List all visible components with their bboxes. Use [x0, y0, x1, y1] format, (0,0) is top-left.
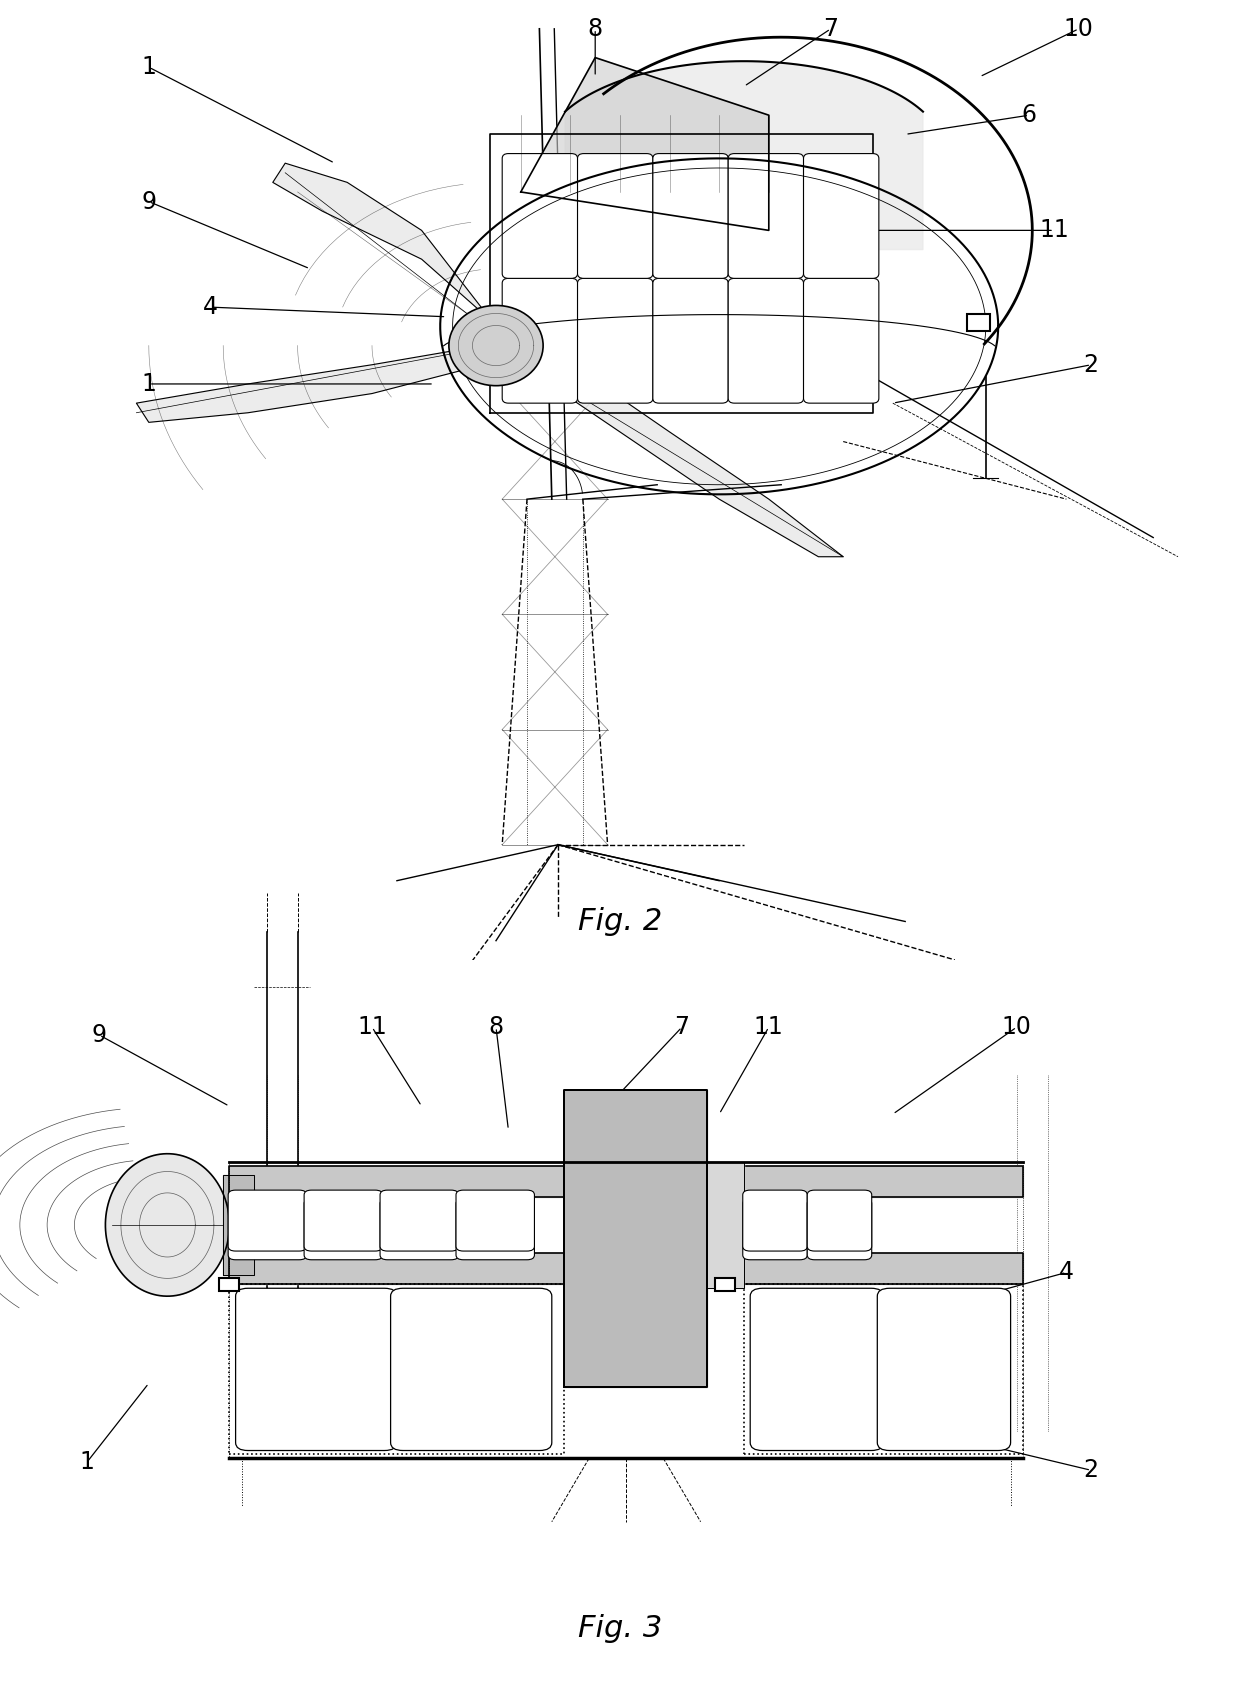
Polygon shape	[707, 1162, 744, 1288]
FancyBboxPatch shape	[379, 1191, 459, 1251]
Text: Fig. 3: Fig. 3	[578, 1613, 662, 1644]
Polygon shape	[564, 1091, 707, 1388]
FancyBboxPatch shape	[502, 153, 578, 278]
FancyBboxPatch shape	[502, 278, 578, 402]
FancyBboxPatch shape	[804, 153, 879, 278]
FancyBboxPatch shape	[379, 1199, 459, 1260]
Text: 6: 6	[1022, 103, 1037, 128]
Text: 8: 8	[489, 1015, 503, 1039]
Text: 9: 9	[141, 190, 156, 214]
Polygon shape	[521, 355, 843, 557]
FancyBboxPatch shape	[228, 1199, 306, 1260]
Text: 11: 11	[357, 1015, 387, 1039]
Text: 2: 2	[1084, 1458, 1099, 1482]
FancyBboxPatch shape	[652, 153, 728, 278]
FancyBboxPatch shape	[807, 1191, 872, 1251]
Text: 7: 7	[823, 17, 838, 40]
FancyBboxPatch shape	[391, 1288, 552, 1450]
FancyBboxPatch shape	[728, 153, 804, 278]
FancyBboxPatch shape	[304, 1199, 382, 1260]
Polygon shape	[136, 345, 484, 423]
Polygon shape	[273, 163, 508, 337]
Text: Fig. 2: Fig. 2	[578, 908, 662, 936]
FancyBboxPatch shape	[456, 1199, 534, 1260]
Polygon shape	[521, 57, 769, 231]
Text: 10: 10	[1064, 17, 1094, 40]
Polygon shape	[565, 61, 923, 249]
Polygon shape	[223, 1175, 254, 1275]
Text: 1: 1	[79, 1450, 94, 1475]
Text: 7: 7	[675, 1015, 689, 1039]
Text: 2: 2	[1084, 352, 1099, 377]
FancyBboxPatch shape	[304, 1191, 382, 1251]
Bar	[967, 313, 990, 332]
Text: 11: 11	[1039, 219, 1069, 242]
Polygon shape	[229, 1253, 1023, 1285]
Text: 1: 1	[141, 372, 156, 396]
FancyBboxPatch shape	[878, 1288, 1011, 1450]
FancyBboxPatch shape	[456, 1191, 534, 1251]
Text: 10: 10	[1002, 1015, 1032, 1039]
FancyBboxPatch shape	[228, 1191, 306, 1251]
FancyBboxPatch shape	[743, 1191, 807, 1251]
Polygon shape	[229, 1165, 1023, 1197]
Text: 4: 4	[203, 295, 218, 320]
FancyBboxPatch shape	[578, 278, 652, 402]
FancyBboxPatch shape	[728, 278, 804, 402]
Bar	[715, 1278, 735, 1290]
FancyBboxPatch shape	[804, 278, 879, 402]
FancyBboxPatch shape	[578, 153, 652, 278]
Polygon shape	[105, 1154, 229, 1297]
Text: 1: 1	[141, 56, 156, 79]
FancyBboxPatch shape	[750, 1288, 883, 1450]
FancyBboxPatch shape	[743, 1199, 807, 1260]
Text: 8: 8	[588, 17, 603, 40]
Ellipse shape	[449, 305, 543, 386]
Bar	[219, 1278, 239, 1290]
FancyBboxPatch shape	[807, 1199, 872, 1260]
FancyBboxPatch shape	[236, 1288, 397, 1450]
Text: 4: 4	[1059, 1260, 1074, 1285]
Text: 9: 9	[92, 1022, 107, 1047]
Polygon shape	[440, 158, 998, 495]
Text: 11: 11	[754, 1015, 784, 1039]
FancyBboxPatch shape	[652, 278, 728, 402]
